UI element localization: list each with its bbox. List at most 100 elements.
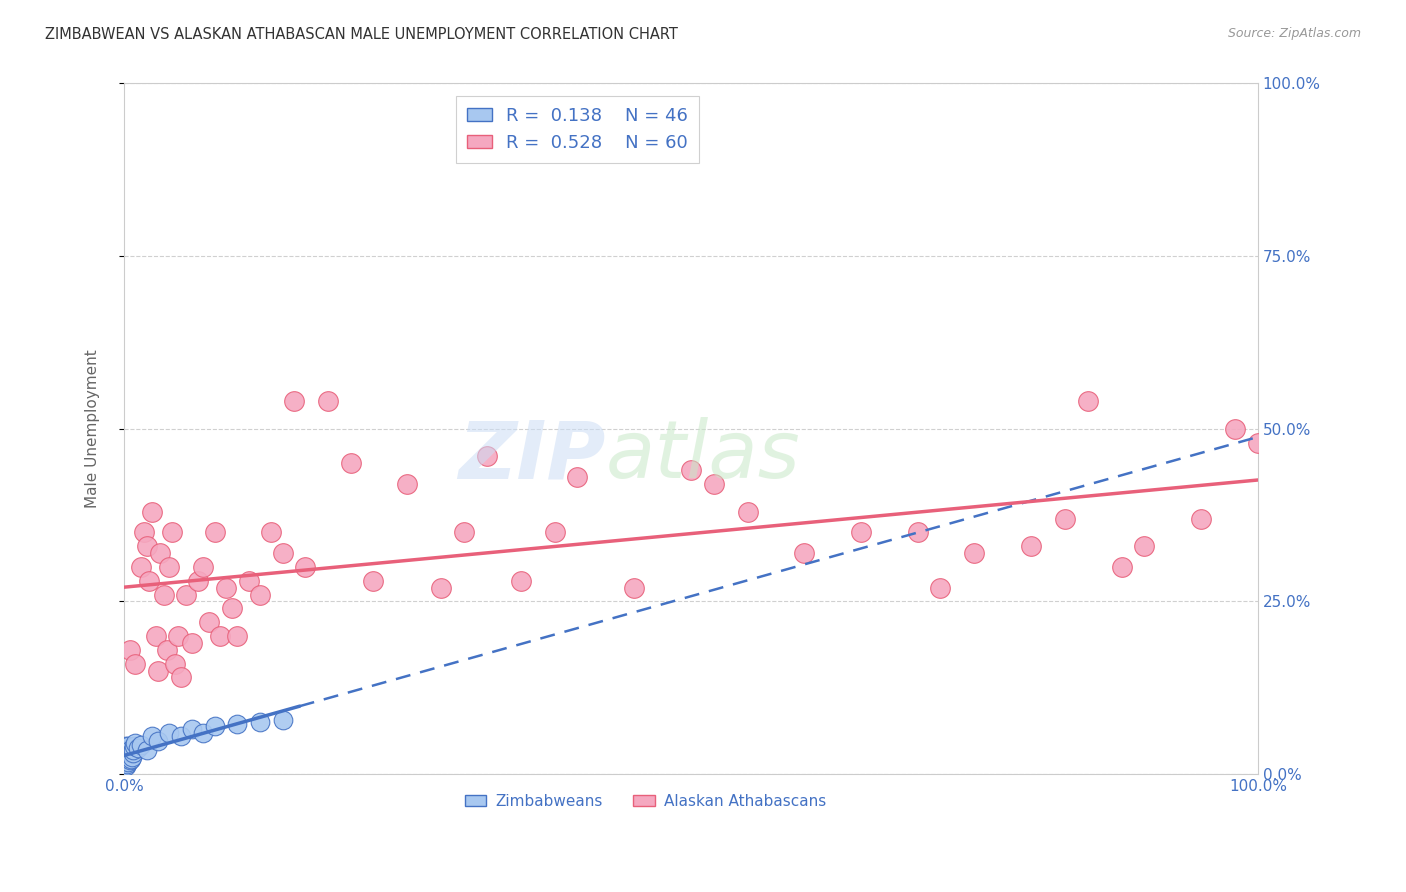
- Point: [117, 755, 139, 769]
- Point: [167, 629, 190, 643]
- Point: [1189, 511, 1212, 525]
- Point: [117, 756, 139, 771]
- Text: ZIMBABWEAN VS ALASKAN ATHABASCAN MALE UNEMPLOYMENT CORRELATION CHART: ZIMBABWEAN VS ALASKAN ATHABASCAN MALE UN…: [45, 27, 678, 42]
- Point: [215, 581, 238, 595]
- Point: [187, 574, 209, 588]
- Point: [339, 456, 361, 470]
- Point: [120, 747, 142, 761]
- Point: [1054, 511, 1077, 525]
- Point: [623, 581, 645, 595]
- Point: [1247, 435, 1270, 450]
- Point: [114, 755, 136, 769]
- Point: [294, 560, 316, 574]
- Point: [135, 743, 157, 757]
- Point: [156, 642, 179, 657]
- Point: [138, 574, 160, 588]
- Point: [363, 574, 385, 588]
- Point: [118, 747, 141, 762]
- Point: [238, 574, 260, 588]
- Point: [118, 642, 141, 657]
- Point: [135, 539, 157, 553]
- Point: [117, 739, 139, 754]
- Point: [249, 715, 271, 730]
- Point: [509, 574, 531, 588]
- Point: [146, 734, 169, 748]
- Point: [174, 588, 197, 602]
- Point: [226, 717, 249, 731]
- Point: [544, 525, 567, 540]
- Point: [114, 753, 136, 767]
- Point: [1133, 539, 1156, 553]
- Point: [146, 664, 169, 678]
- Point: [115, 739, 138, 754]
- Point: [703, 477, 725, 491]
- Point: [221, 601, 243, 615]
- Point: [121, 749, 143, 764]
- Legend: Zimbabweans, Alaskan Athabascans: Zimbabweans, Alaskan Athabascans: [458, 788, 832, 814]
- Point: [129, 560, 152, 574]
- Point: [124, 736, 146, 750]
- Point: [127, 740, 149, 755]
- Point: [120, 752, 142, 766]
- Point: [118, 753, 141, 767]
- Point: [204, 525, 226, 540]
- Y-axis label: Male Unemployment: Male Unemployment: [86, 350, 100, 508]
- Point: [567, 470, 589, 484]
- Point: [963, 546, 986, 560]
- Point: [209, 629, 232, 643]
- Point: [907, 525, 929, 540]
- Point: [181, 723, 204, 737]
- Point: [115, 755, 138, 769]
- Point: [204, 719, 226, 733]
- Point: [115, 745, 138, 759]
- Point: [271, 546, 294, 560]
- Point: [193, 560, 215, 574]
- Point: [316, 394, 339, 409]
- Point: [1111, 560, 1133, 574]
- Point: [1223, 422, 1246, 436]
- Point: [118, 743, 141, 757]
- Point: [737, 505, 759, 519]
- Point: [134, 525, 156, 540]
- Point: [114, 747, 136, 761]
- Point: [115, 743, 138, 757]
- Point: [160, 525, 183, 540]
- Text: Source: ZipAtlas.com: Source: ZipAtlas.com: [1227, 27, 1361, 40]
- Point: [475, 450, 498, 464]
- Point: [115, 752, 138, 766]
- Point: [117, 749, 139, 764]
- Point: [115, 747, 138, 762]
- Point: [271, 713, 294, 727]
- Point: [793, 546, 815, 560]
- Point: [117, 753, 139, 767]
- Point: [1019, 539, 1042, 553]
- Point: [117, 743, 139, 757]
- Point: [122, 739, 145, 754]
- Point: [679, 463, 702, 477]
- Point: [157, 725, 180, 739]
- Point: [157, 560, 180, 574]
- Point: [198, 615, 221, 630]
- Point: [114, 756, 136, 771]
- Point: [141, 505, 163, 519]
- Point: [117, 745, 139, 759]
- Point: [226, 629, 249, 643]
- Point: [152, 588, 174, 602]
- Point: [122, 747, 145, 761]
- Point: [115, 759, 138, 773]
- Point: [260, 525, 283, 540]
- Point: [117, 749, 139, 764]
- Point: [115, 749, 138, 764]
- Text: atlas: atlas: [606, 417, 800, 495]
- Point: [430, 581, 453, 595]
- Point: [122, 743, 145, 757]
- Point: [149, 546, 172, 560]
- Point: [249, 588, 271, 602]
- Point: [117, 747, 139, 761]
- Point: [163, 657, 186, 671]
- Point: [145, 629, 167, 643]
- Point: [169, 670, 191, 684]
- Point: [193, 725, 215, 739]
- Point: [396, 477, 419, 491]
- Point: [141, 729, 163, 743]
